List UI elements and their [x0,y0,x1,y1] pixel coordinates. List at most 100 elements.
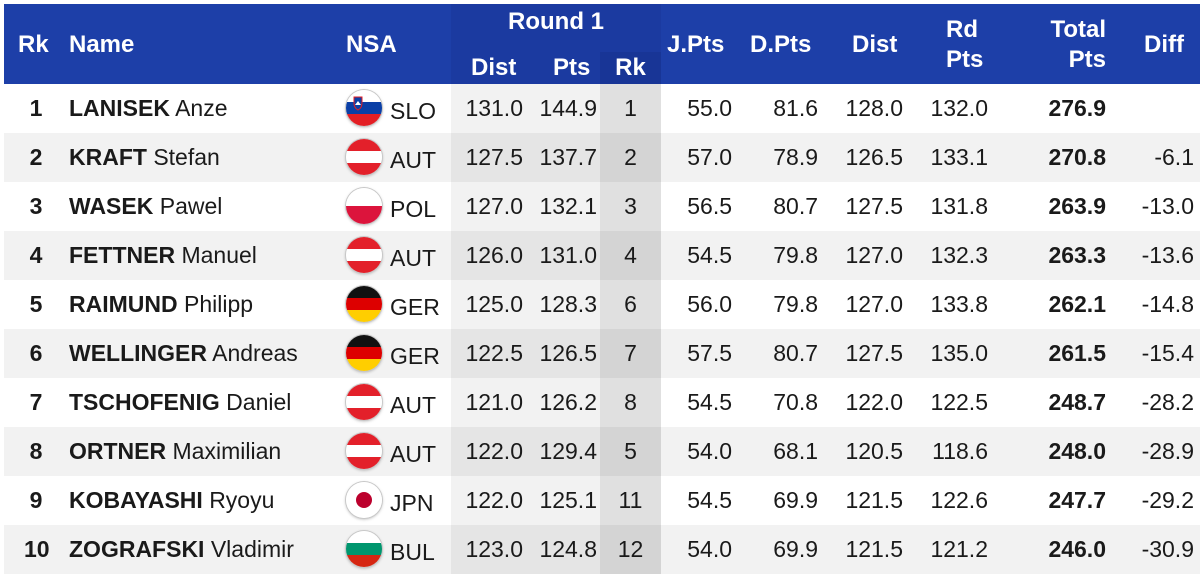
nsa-code: AUT [390,392,436,418]
round-points: 133.8 [930,291,988,317]
total-points: 261.5 [1048,340,1106,366]
athlete-surname: ORTNER [69,438,167,464]
distance-points: 68.1 [773,438,818,464]
table-row[interactable]: 2 KRAFT Stefan AUT 127.5 137.7 2 57.0 78… [4,133,1200,182]
header-round1-pts[interactable]: Pts [553,54,591,81]
athlete-name[interactable]: TSCHOFENIG Daniel [69,378,291,427]
athlete-name[interactable]: KRAFT Stefan [69,133,220,182]
round1-rank: 8 [624,389,637,415]
round-points: 132.3 [930,242,988,268]
judges-points: 55.0 [687,95,732,121]
header-diff[interactable]: Diff [1144,31,1184,58]
header-round1-rank[interactable]: Rk [615,54,646,81]
round1-dist: 125.0 [465,291,523,317]
athlete-surname: KOBAYASHI [69,487,203,513]
judges-points: 54.0 [687,536,732,562]
round-points: 122.5 [930,389,988,415]
austria-flag-icon [346,237,382,273]
athlete-name[interactable]: ZOGRAFSKI Vladimir [69,525,294,574]
header-round1: Round 1 [508,8,604,35]
header-total-line2[interactable]: Pts [1068,46,1106,73]
judges-points: 56.0 [687,291,732,317]
athlete-surname: TSCHOFENIG [69,389,220,415]
header-rank[interactable]: Rk [18,31,49,58]
round1-rank: 2 [624,144,637,170]
round1-dist: 127.0 [465,193,523,219]
athlete-name[interactable]: LANISEK Anze [69,84,228,133]
distance: 126.5 [845,144,903,170]
header-name[interactable]: Name [69,31,135,58]
judges-points: 54.5 [687,389,732,415]
round1-rank: 12 [617,536,644,562]
total-points: 248.0 [1048,438,1106,464]
athlete-firstname: Maximilian [172,438,282,464]
round1-rank-column-shade [600,231,661,280]
nsa-code: AUT [390,441,436,467]
round1-column-shade [451,133,600,182]
table-row[interactable]: 3 WASEK Pawel POL 127.0 132.1 3 56.5 80.… [4,182,1200,231]
athlete-firstname: Manuel [181,242,257,268]
table-row[interactable]: 1 LANISEK Anze SLO 131.0 144.9 1 55.0 81… [4,84,1200,133]
nsa-code: BUL [390,539,435,565]
header-nsa[interactable]: NSA [346,31,397,58]
athlete-name[interactable]: WELLINGER Andreas [69,329,298,378]
rank-cell: 7 [29,389,43,415]
total-points: 263.9 [1048,193,1106,219]
athlete-name[interactable]: ORTNER Maximilian [69,427,281,476]
round1-dist: 122.0 [465,487,523,513]
header-round1-dist[interactable]: Dist [471,54,517,81]
athlete-name[interactable]: FETTNER Manuel [69,231,257,280]
round1-column-shade [451,280,600,329]
nsa-code: GER [390,294,440,320]
slovenia-flag-icon [346,90,382,126]
table-row[interactable]: 7 TSCHOFENIG Daniel AUT 121.0 126.2 8 54… [4,378,1200,427]
table-row[interactable]: 10 ZOGRAFSKI Vladimir BUL 123.0 124.8 12… [4,525,1200,574]
table-row[interactable]: 9 KOBAYASHI Ryoyu JPN 122.0 125.1 11 54.… [4,476,1200,525]
athlete-firstname: Pawel [159,193,223,219]
nsa-code: POL [390,196,437,222]
diff-value: -28.2 [1141,389,1194,415]
nsa-code: SLO [390,98,437,124]
table-row[interactable]: 5 RAIMUND Philipp GER 125.0 128.3 6 56.0… [4,280,1200,329]
header-distance-points[interactable]: D.Pts [750,31,812,58]
rank-cell: 9 [29,487,43,513]
round-points: 122.6 [930,487,988,513]
diff-value [1124,84,1194,133]
diff-value: -29.2 [1141,487,1194,513]
athlete-name[interactable]: KOBAYASHI Ryoyu [69,476,274,525]
header-judges-points[interactable]: J.Pts [667,31,725,58]
round1-rank: 1 [624,95,637,121]
table-header: Rk Name NSA Round 1 Dist Pts Rk J.Pts D.… [4,4,1200,84]
round-points: 121.2 [930,536,988,562]
athlete-firstname: Andreas [212,340,298,366]
round1-rank-column-shade [600,280,661,329]
header-distance[interactable]: Dist [852,31,898,58]
header-total-line1[interactable]: Total [1050,16,1106,43]
header-round-points-line2[interactable]: Pts [946,46,984,73]
athlete-firstname: Daniel [226,389,292,415]
rank-cell: 6 [29,340,43,366]
round1-pts: 129.4 [539,438,597,464]
round1-rank-column-shade [600,476,661,525]
rank-cell: 1 [29,95,43,121]
diff-value: -28.9 [1141,438,1194,464]
round1-pts: 126.2 [539,389,597,415]
table-row[interactable]: 8 ORTNER Maximilian AUT 122.0 129.4 5 54… [4,427,1200,476]
header-round-points-line1[interactable]: Rd [946,16,978,43]
athlete-name[interactable]: RAIMUND Philipp [69,280,253,329]
nsa-code: JPN [390,490,434,516]
total-points: 262.1 [1048,291,1106,317]
table-row[interactable]: 4 FETTNER Manuel AUT 126.0 131.0 4 54.5 … [4,231,1200,280]
distance: 128.0 [845,95,903,121]
round1-column-shade [451,378,600,427]
table-row[interactable]: 6 WELLINGER Andreas GER 122.5 126.5 7 57… [4,329,1200,378]
judges-points: 57.5 [687,340,732,366]
round1-rank-column-shade [600,427,661,476]
athlete-surname: WELLINGER [69,340,207,366]
round1-rank: 3 [624,193,637,219]
nsa-code: GER [390,343,440,369]
germany-flag-icon [346,335,382,371]
athlete-name[interactable]: WASEK Pawel [69,182,222,231]
distance-points: 80.7 [773,193,818,219]
round1-rank: 11 [618,487,643,513]
